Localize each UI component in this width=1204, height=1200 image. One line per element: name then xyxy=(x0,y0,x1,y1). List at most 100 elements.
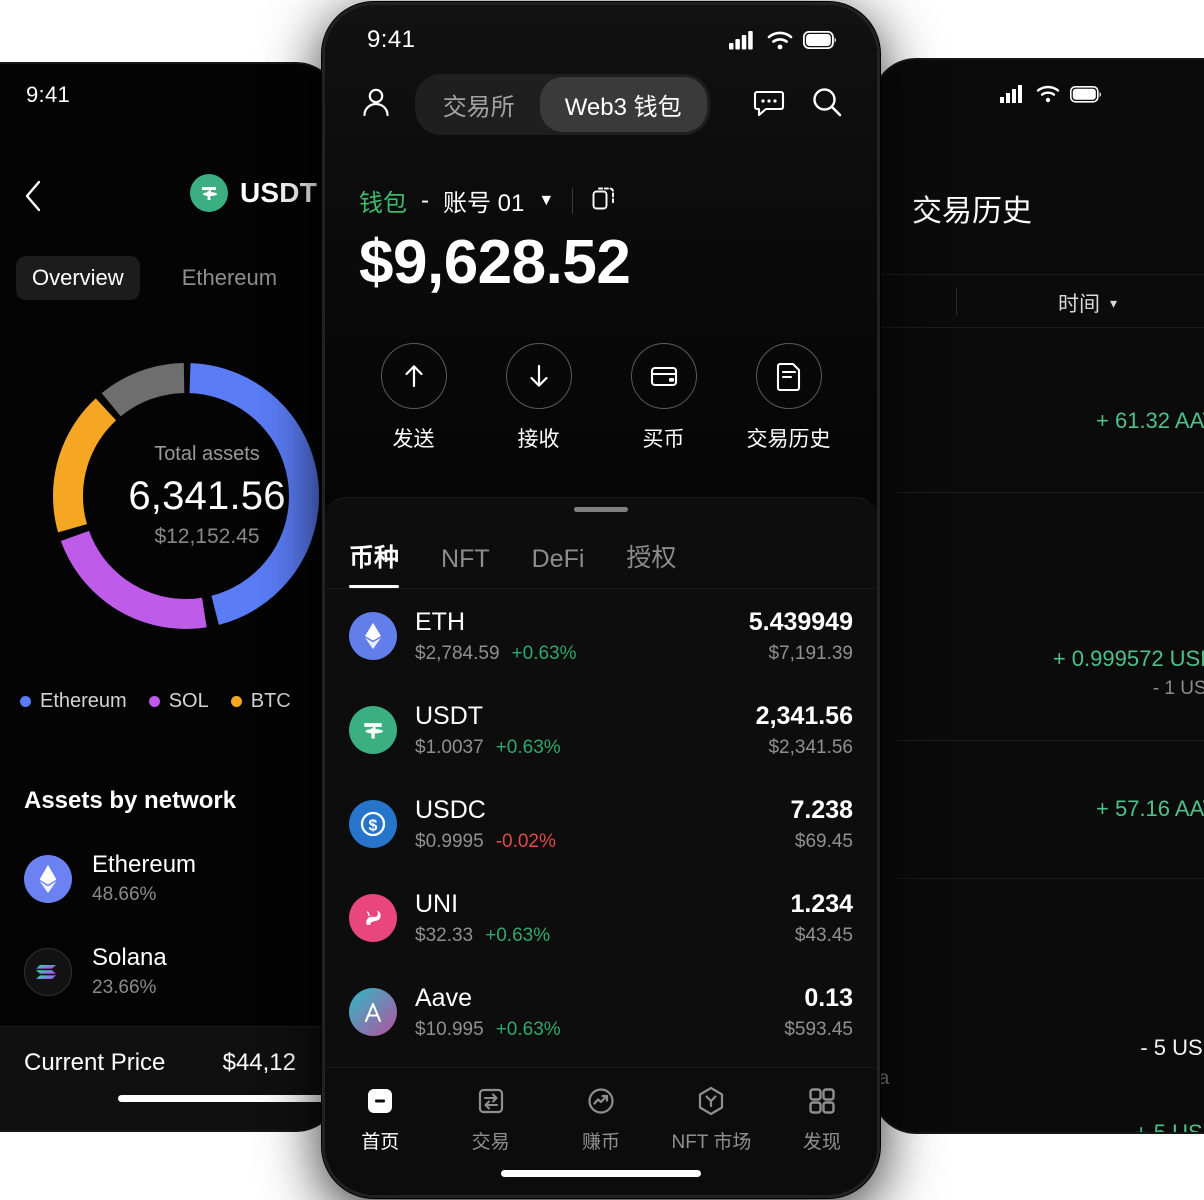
home-indicator xyxy=(118,1095,328,1102)
token-holdings: 0.13 $593.45 xyxy=(784,984,853,1041)
nav-item-nft-market[interactable]: NFT 市场 xyxy=(656,1084,766,1154)
token-row[interactable]: UNI $32.33 +0.63% 1.234 $43.45 xyxy=(325,871,877,965)
donut-legend: Ethereum SOL BTC xyxy=(20,690,291,713)
network-row-ethereum[interactable]: Ethereum 48.66% xyxy=(24,851,196,906)
segment-web3-wallet[interactable]: Web3 钱包 xyxy=(539,76,707,132)
account-selector[interactable]: 钱包 - 账号 01 ▼ xyxy=(359,183,617,218)
filter-time-label: 时间 xyxy=(1058,293,1100,316)
token-price: $32.33 xyxy=(415,924,474,946)
aave-icon xyxy=(349,988,397,1036)
token-price: $1.0037 xyxy=(415,736,484,758)
discover-icon xyxy=(809,1088,835,1114)
swap-icon xyxy=(478,1088,503,1114)
chevron-down-icon[interactable]: ▼ xyxy=(538,191,555,209)
assets-by-network-title: Assets by network xyxy=(24,787,237,814)
token-change: +0.63% xyxy=(495,1018,561,1040)
current-price-value: $44,12 xyxy=(222,1049,296,1076)
battery-icon xyxy=(803,31,836,49)
transaction-amount: + 5 USDT xyxy=(1135,1120,1204,1132)
legend-dot-icon xyxy=(230,696,242,707)
nav-item-home[interactable]: 首页 xyxy=(325,1084,435,1154)
action-label: 交易历史 xyxy=(746,428,831,451)
tab-defi[interactable]: DeFi xyxy=(531,545,585,573)
main-wallet-phone: 9:41 交易所 Web3 钱包 xyxy=(322,2,880,1198)
action-history[interactable]: 交易历史 xyxy=(726,343,851,453)
ethereum-icon xyxy=(24,854,72,903)
legend-dot-icon xyxy=(20,696,31,707)
mode-segmented-control[interactable]: 交易所 Web3 钱包 xyxy=(414,73,710,135)
legend-label: SOL xyxy=(168,690,209,712)
uniswap-icon xyxy=(349,894,397,942)
nav-label: 交易 xyxy=(471,1132,510,1153)
token-symbol: USDC xyxy=(415,795,486,824)
nav-label: 赚币 xyxy=(582,1132,621,1153)
token-row[interactable]: $ USDC $0.9995 -0.02% 7.238 $69.45 xyxy=(325,777,877,871)
wifi-icon xyxy=(767,31,793,49)
filter-time-button[interactable]: 时间 ▾ xyxy=(1058,288,1117,318)
tab-tokens[interactable]: 币种 xyxy=(349,538,400,588)
action-receive[interactable]: 接收 xyxy=(476,343,601,453)
nav-item-trade[interactable]: 交易 xyxy=(435,1084,545,1154)
arrow-up-icon xyxy=(380,343,447,409)
wallet-header-panel: 9:41 交易所 Web3 钱包 xyxy=(325,5,877,505)
token-change: +0.63% xyxy=(511,642,577,664)
chat-bubble-icon[interactable] xyxy=(753,86,785,123)
sheet-grabber[interactable] xyxy=(574,507,628,512)
filter-divider xyxy=(956,287,957,315)
current-price-bar: Current Price $44,12 xyxy=(0,1026,338,1130)
network-name: Solana xyxy=(92,944,167,971)
token-info: UNI $32.33 +0.63% xyxy=(415,890,550,947)
nav-item-discover[interactable]: 发现 xyxy=(767,1084,877,1154)
token-row[interactable]: ETH $2,784.59 +0.63% 5.439949 $7,191.39 xyxy=(325,589,877,683)
search-icon[interactable] xyxy=(811,86,843,123)
tab-approvals[interactable]: 授权 xyxy=(626,544,677,572)
transaction-amount: - 5 USDT xyxy=(1140,1035,1204,1061)
nav-item-earn[interactable]: 赚币 xyxy=(546,1084,656,1154)
action-buy[interactable]: 买币 xyxy=(601,343,726,453)
current-price-label: Current Price xyxy=(24,1049,166,1076)
transaction-main: - 5 USDT xyxy=(1140,1035,1204,1060)
ethereum-icon xyxy=(349,612,397,660)
right-page-title: 交易历史 xyxy=(912,195,1032,228)
left-tab-bar[interactable]: Overview Ethereum O xyxy=(16,256,338,300)
left-tab-ethereum[interactable]: Ethereum xyxy=(181,265,278,290)
row-divider xyxy=(896,740,1204,741)
status-time: 9:41 xyxy=(367,26,416,53)
transaction-amount: + 0.999572 USDC - 1 USDT xyxy=(1053,646,1204,700)
token-value: $7,191.39 xyxy=(768,642,853,664)
usdc-icon: $ xyxy=(349,800,397,848)
chevron-left-icon[interactable] xyxy=(20,176,46,216)
segment-exchange[interactable]: 交易所 xyxy=(442,93,515,121)
token-row[interactable]: USDT $1.0037 +0.63% 2,341.56 $2,341.56 xyxy=(325,683,877,777)
token-info: Aave $10.995 +0.63% xyxy=(415,984,561,1041)
token-row[interactable]: Aave $10.995 +0.63% 0.13 $593.45 xyxy=(325,965,877,1059)
wifi-icon xyxy=(1036,85,1060,103)
row-divider xyxy=(896,492,1204,493)
tab-nft[interactable]: NFT xyxy=(441,545,490,573)
app-header: 交易所 Web3 钱包 xyxy=(325,73,877,135)
transaction-amount: + 57.16 AAVE xyxy=(1096,796,1204,822)
legend-dot-icon xyxy=(148,696,160,707)
action-send[interactable]: 发送 xyxy=(351,343,476,453)
token-amount: 2,341.56 xyxy=(755,701,853,730)
token-change: +0.63% xyxy=(485,924,551,946)
right-filter-bar: ▾ 时间 ▾ xyxy=(874,274,1204,328)
action-label: 买币 xyxy=(642,428,685,451)
legend-item-ethereum: Ethereum xyxy=(20,690,127,713)
total-balance: $9,628.52 xyxy=(359,228,631,297)
transaction-amount: + 61.32 AAVE xyxy=(1096,408,1204,434)
copy-icon[interactable] xyxy=(591,185,617,216)
person-icon[interactable] xyxy=(359,85,393,124)
token-price: $10.995 xyxy=(415,1018,484,1040)
account-name: 账号 01 xyxy=(443,190,525,217)
network-row-solana[interactable]: Solana 23.66% xyxy=(24,944,167,999)
token-amount: 5.439949 xyxy=(748,607,853,636)
transaction-main: + 57.16 AAVE xyxy=(1096,796,1204,821)
nav-label: NFT 市场 xyxy=(671,1132,752,1153)
wallet-label: 钱包 xyxy=(359,190,407,217)
left-tab-overview[interactable]: Overview xyxy=(16,256,140,300)
arrow-down-icon xyxy=(505,343,572,409)
token-value: $69.45 xyxy=(794,830,853,852)
earn-icon xyxy=(588,1088,614,1114)
nav-label: 首页 xyxy=(361,1132,400,1153)
